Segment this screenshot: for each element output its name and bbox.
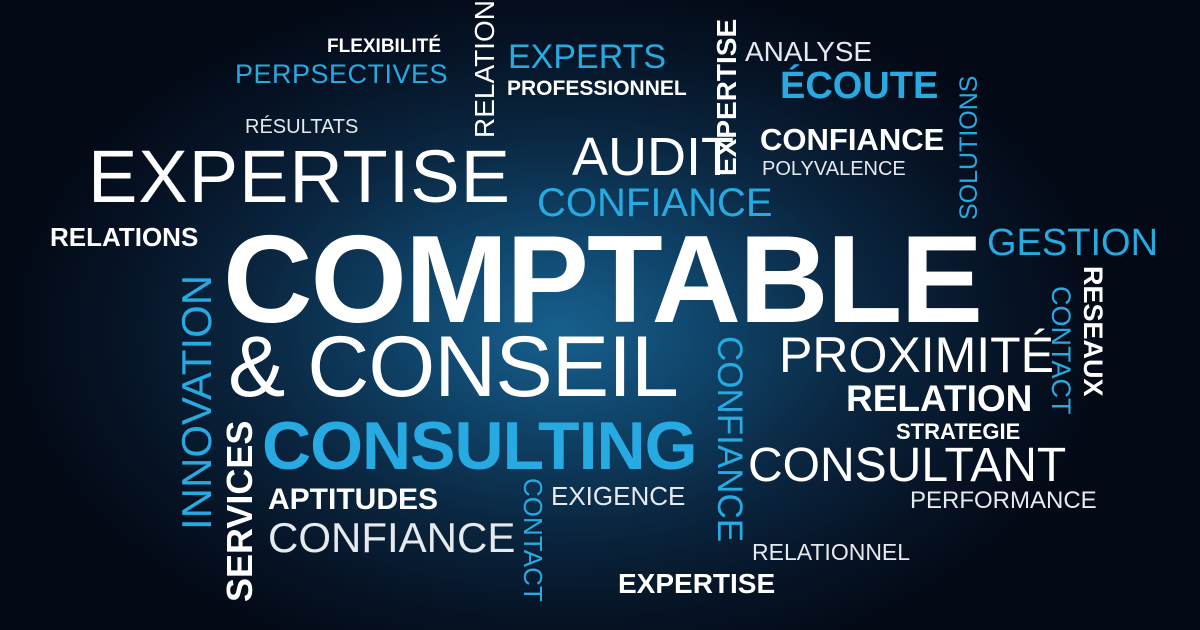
word-performance: PERFORMANCE [910, 487, 1097, 514]
word-solutions: SOLUTIONS [955, 75, 983, 220]
word-experts: EXPERTS [508, 38, 667, 76]
word-professionnel: PROFESSIONNEL [507, 77, 687, 100]
word-relations: RELATIONS [50, 222, 199, 252]
word-expertise-large: EXPERTISE [88, 135, 512, 218]
word-perspectives: PERPSECTIVES [235, 59, 449, 89]
word-resultats: RÉSULTATS [245, 116, 359, 138]
word-proximite: PROXIMITÉ [779, 327, 1055, 383]
word-aptitudes: APTITUDES [268, 483, 439, 516]
word-services: SERVICES [219, 420, 260, 602]
word-expertise-vertical: EXPERTISE [711, 18, 742, 176]
word-strategie: STRATEGIE [896, 419, 1021, 444]
word-relation-bold: RELATION [846, 378, 1033, 419]
word-confiance-bold: CONFIANCE [760, 122, 945, 157]
word-expertise-bottom: EXPERTISE [618, 568, 776, 599]
word-contact-lower: CONTACT [518, 478, 548, 602]
word-conseil: & CONSEIL [228, 319, 679, 415]
word-relationnel: RELATIONNEL [752, 539, 911, 565]
word-exigence: EXIGENCE [551, 481, 686, 511]
word-gestion: GESTION [987, 222, 1159, 264]
word-flexibilite: FLEXIBILITÉ [327, 36, 441, 57]
word-confiance-vertical: CONFIANCE [710, 336, 749, 543]
word-reseaux: RESEAUX [1078, 266, 1108, 397]
word-relation-vertical: RELATION [469, 0, 500, 138]
word-comptable: COMPTABLE [223, 211, 983, 349]
word-consultant: CONSULTANT [748, 439, 1067, 492]
word-confiance-blue: CONFIANCE [537, 181, 773, 225]
word-confiance-lower: CONFIANCE [268, 514, 516, 561]
word-consulting: CONSULTING [262, 408, 697, 484]
word-audit: AUDIT [572, 127, 734, 187]
word-polyvalence: POLYVALENCE [762, 158, 906, 180]
word-ecoute: ÉCOUTE [780, 65, 939, 107]
word-analyse: ANALYSE [745, 36, 873, 67]
word-innovation: INNOVATION [173, 274, 220, 530]
